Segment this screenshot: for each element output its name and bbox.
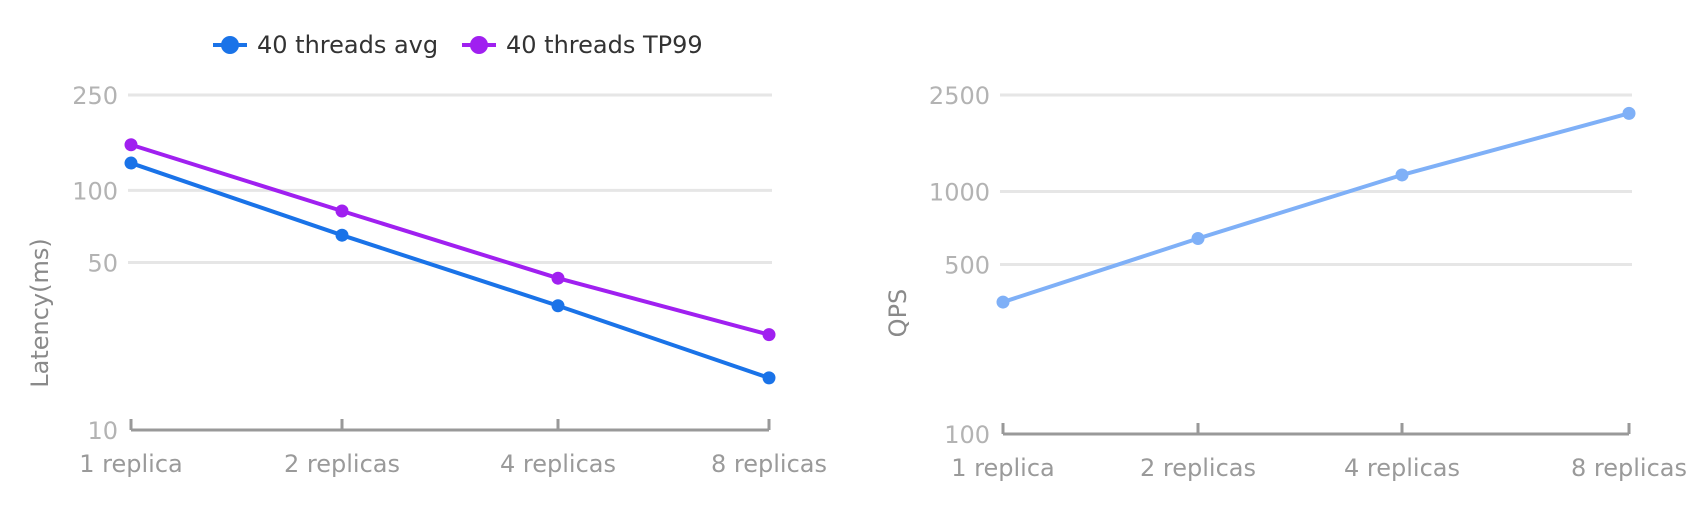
latency-series-point-1 xyxy=(335,204,349,218)
legend-marker-0 xyxy=(221,36,239,54)
latency-y-tick-label: 100 xyxy=(72,177,118,205)
latency-y-axis-title: Latency(ms) xyxy=(26,238,54,387)
latency-series-point-0 xyxy=(551,299,565,313)
latency-series-point-0 xyxy=(335,228,349,242)
legend: 40 threads avg 40 threads TP99 xyxy=(213,31,703,59)
qps-series-point-0 xyxy=(1191,232,1205,246)
qps-series-line-0 xyxy=(1001,111,1631,305)
qps-x-tick-label: 1 replica xyxy=(951,454,1054,482)
latency-series-point-1 xyxy=(762,328,776,342)
qps-y-axis-title: QPS xyxy=(884,289,912,338)
latency-y-tick-label: 250 xyxy=(72,82,118,110)
latency-series-point-1 xyxy=(124,138,138,152)
qps-chart: 100 500 1000 2500 1 replica 2 replicas 4 repli… xyxy=(884,82,1687,482)
qps-x-tick-label: 4 replicas xyxy=(1344,454,1460,482)
qps-series-point-0 xyxy=(1622,106,1636,120)
latency-x-tick-label: 4 replicas xyxy=(500,450,616,478)
latency-x-tick-label: 2 replicas xyxy=(284,450,400,478)
latency-x-tick-label: 1 replica xyxy=(79,450,182,478)
latency-labels: 10 50 100 250 1 replica 2 replicas 4 replicas 8… xyxy=(26,82,827,478)
latency-series-line-0 xyxy=(129,161,771,380)
legend-marker-1 xyxy=(470,36,488,54)
latency-x-axis xyxy=(129,419,771,432)
latency-series-point-1 xyxy=(551,271,565,285)
qps-y-tick-label: 1000 xyxy=(929,179,990,207)
legend-label-0: 40 threads avg xyxy=(257,31,438,59)
latency-y-tick-label: 50 xyxy=(87,250,118,278)
qps-series-point-0 xyxy=(1395,168,1409,182)
qps-grid xyxy=(1000,93,1632,266)
latency-y-tick-label: 10 xyxy=(87,417,118,445)
qps-x-tick-label: 8 replicas xyxy=(1571,454,1687,482)
qps-labels: 100 500 1000 2500 1 replica 2 replicas 4 repli… xyxy=(884,82,1687,482)
latency-series-line-1 xyxy=(129,142,771,337)
latency-series-point-0 xyxy=(762,371,776,385)
qps-y-tick-label: 100 xyxy=(944,421,990,449)
latency-chart: 10 50 100 250 1 replica 2 replicas 4 replicas 8… xyxy=(26,31,827,478)
qps-series-point-0 xyxy=(996,295,1010,309)
latency-x-tick-label: 8 replicas xyxy=(711,450,827,478)
qps-y-tick-label: 500 xyxy=(944,252,990,280)
qps-x-axis xyxy=(1001,423,1631,436)
latency-grid xyxy=(128,93,772,264)
latency-series-point-0 xyxy=(124,156,138,170)
latency-series xyxy=(124,138,776,385)
qps-y-tick-label: 2500 xyxy=(929,82,990,110)
legend-label-1: 40 threads TP99 xyxy=(506,31,703,59)
qps-x-tick-label: 2 replicas xyxy=(1140,454,1256,482)
qps-series xyxy=(996,106,1636,309)
